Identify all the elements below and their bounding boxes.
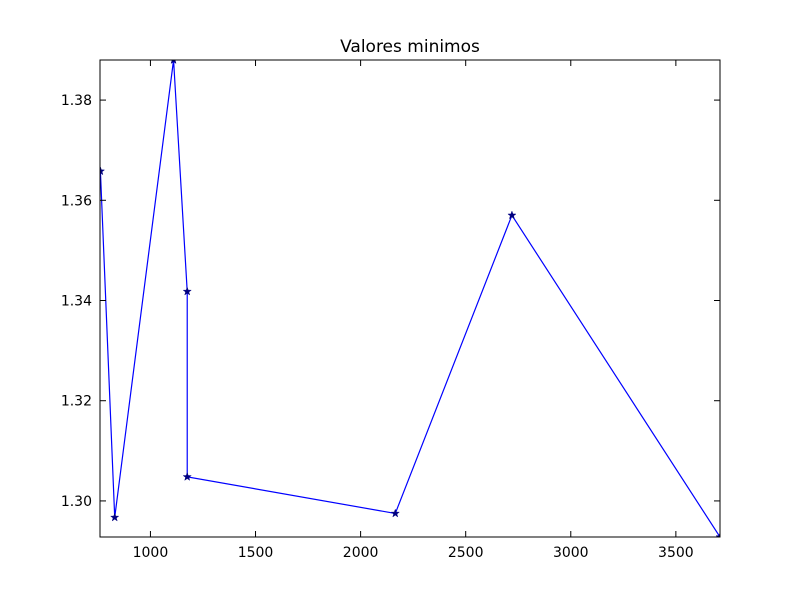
x-tick-label: 3500 [658,545,694,561]
chart-title: Valores minimos [340,37,480,57]
series-layer [100,60,720,537]
x-tick-label: 1000 [133,545,169,561]
data-point-3 [182,286,192,296]
data-point-4 [182,471,192,481]
data-point-1 [110,512,120,522]
y-tick-label: 1.34 [61,294,92,310]
series-line-0 [100,60,720,537]
axes-frame [99,59,721,538]
axes-layer: 1000 1500 2000 2500 3000 3500 1.30 1.32 1.34 1.36… [61,59,721,561]
x-tick-label: 3000 [553,545,589,561]
data-point-6 [507,210,517,220]
y-tick-label: 1.36 [61,193,92,209]
y-tick-label: 1.32 [61,394,92,410]
data-point-2 [170,60,177,65]
y-tick-label: 1.30 [61,494,92,510]
x-tick-label: 2500 [448,545,484,561]
data-point-7 [715,532,720,537]
x-tick-label: 1500 [238,545,274,561]
y-tick-label: 1.38 [61,93,92,109]
x-tick-label: 2000 [343,545,379,561]
data-point-5 [390,508,400,518]
